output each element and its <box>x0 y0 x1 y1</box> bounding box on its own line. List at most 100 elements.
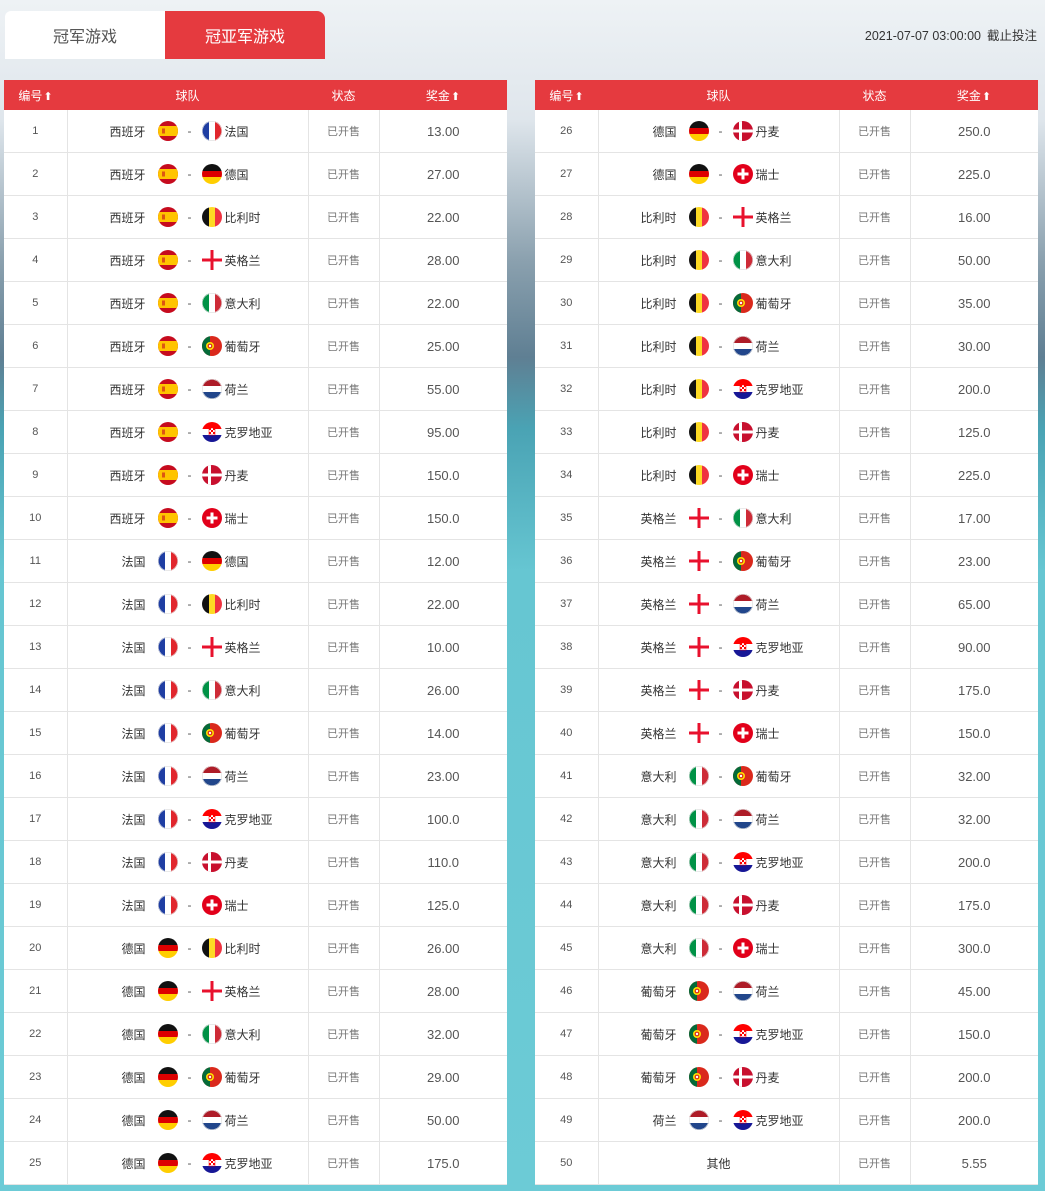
prize-odds[interactable]: 5.55 <box>910 1141 1038 1185</box>
prize-odds[interactable]: 125.0 <box>910 410 1038 454</box>
prize-odds[interactable]: 32.00 <box>379 1012 507 1056</box>
team-matchup[interactable]: 意大利 - 瑞士 <box>598 926 840 970</box>
table-row[interactable]: 21 德国 - 英格兰 已开售 28.00 <box>4 969 507 1013</box>
table-row[interactable]: 13 法国 - 英格兰 已开售 10.00 <box>4 625 507 669</box>
team-matchup[interactable]: 德国 - 意大利 <box>67 1012 309 1056</box>
table-row[interactable]: 17 法国 - 克罗地亚 已开售 100.0 <box>4 797 507 841</box>
team-matchup[interactable]: 比利时 - 意大利 <box>598 238 840 282</box>
team-matchup[interactable]: 西班牙 - 英格兰 <box>67 238 309 282</box>
team-matchup[interactable]: 意大利 - 荷兰 <box>598 797 840 841</box>
prize-odds[interactable]: 150.0 <box>379 453 507 497</box>
column-prize-header[interactable]: 奖金⬆ <box>910 80 1038 110</box>
prize-odds[interactable]: 10.00 <box>379 625 507 669</box>
table-row[interactable]: 15 法国 - 葡萄牙 已开售 14.00 <box>4 711 507 755</box>
table-row[interactable]: 10 西班牙 - 瑞士 已开售 150.0 <box>4 496 507 540</box>
sort-arrow-icon[interactable]: ⬆ <box>981 90 992 103</box>
table-row[interactable]: 3 西班牙 - 比利时 已开售 22.00 <box>4 195 507 239</box>
team-matchup[interactable]: 葡萄牙 - 丹麦 <box>598 1055 840 1099</box>
team-matchup[interactable]: 英格兰 - 丹麦 <box>598 668 840 712</box>
prize-odds[interactable]: 32.00 <box>910 754 1038 798</box>
team-matchup[interactable]: 比利时 - 瑞士 <box>598 453 840 497</box>
table-row[interactable]: 38 英格兰 - 克罗地亚 已开售 90.00 <box>535 625 1038 669</box>
team-matchup[interactable]: 英格兰 - 荷兰 <box>598 582 840 626</box>
table-row[interactable]: 27 德国 - 瑞士 已开售 225.0 <box>535 152 1038 196</box>
table-row[interactable]: 19 法国 - 瑞士 已开售 125.0 <box>4 883 507 927</box>
prize-odds[interactable]: 200.0 <box>910 1098 1038 1142</box>
prize-odds[interactable]: 300.0 <box>910 926 1038 970</box>
prize-odds[interactable]: 45.00 <box>910 969 1038 1013</box>
table-row[interactable]: 14 法国 - 意大利 已开售 26.00 <box>4 668 507 712</box>
prize-odds[interactable]: 30.00 <box>910 324 1038 368</box>
table-row[interactable]: 12 法国 - 比利时 已开售 22.00 <box>4 582 507 626</box>
team-matchup[interactable]: 西班牙 - 意大利 <box>67 281 309 325</box>
table-row[interactable]: 50 其他 已开售 5.55 <box>535 1141 1038 1185</box>
team-matchup[interactable]: 法国 - 意大利 <box>67 668 309 712</box>
table-row[interactable]: 40 英格兰 - 瑞士 已开售 150.0 <box>535 711 1038 755</box>
prize-odds[interactable]: 110.0 <box>379 840 507 884</box>
prize-odds[interactable]: 22.00 <box>379 582 507 626</box>
team-matchup[interactable]: 英格兰 - 瑞士 <box>598 711 840 755</box>
table-row[interactable]: 34 比利时 - 瑞士 已开售 225.0 <box>535 453 1038 497</box>
team-matchup[interactable]: 英格兰 - 葡萄牙 <box>598 539 840 583</box>
prize-odds[interactable]: 50.00 <box>379 1098 507 1142</box>
team-matchup[interactable]: 法国 - 荷兰 <box>67 754 309 798</box>
team-matchup[interactable]: 比利时 - 荷兰 <box>598 324 840 368</box>
table-row[interactable]: 33 比利时 - 丹麦 已开售 125.0 <box>535 410 1038 454</box>
column-number-header[interactable]: 编号⬆ <box>535 80 598 110</box>
table-row[interactable]: 6 西班牙 - 葡萄牙 已开售 25.00 <box>4 324 507 368</box>
prize-odds[interactable]: 14.00 <box>379 711 507 755</box>
prize-odds[interactable]: 150.0 <box>910 1012 1038 1056</box>
table-row[interactable]: 44 意大利 - 丹麦 已开售 175.0 <box>535 883 1038 927</box>
prize-odds[interactable]: 22.00 <box>379 195 507 239</box>
table-row[interactable]: 37 英格兰 - 荷兰 已开售 65.00 <box>535 582 1038 626</box>
prize-odds[interactable]: 95.00 <box>379 410 507 454</box>
prize-odds[interactable]: 90.00 <box>910 625 1038 669</box>
team-matchup[interactable]: 法国 - 瑞士 <box>67 883 309 927</box>
table-row[interactable]: 47 葡萄牙 - 克罗地亚 已开售 150.0 <box>535 1012 1038 1056</box>
team-matchup[interactable]: 德国 - 丹麦 <box>598 110 840 153</box>
team-matchup[interactable]: 葡萄牙 - 荷兰 <box>598 969 840 1013</box>
table-row[interactable]: 9 西班牙 - 丹麦 已开售 150.0 <box>4 453 507 497</box>
team-matchup[interactable]: 德国 - 比利时 <box>67 926 309 970</box>
prize-odds[interactable]: 225.0 <box>910 152 1038 196</box>
prize-odds[interactable]: 32.00 <box>910 797 1038 841</box>
team-matchup[interactable]: 德国 - 瑞士 <box>598 152 840 196</box>
prize-odds[interactable]: 12.00 <box>379 539 507 583</box>
team-matchup[interactable]: 西班牙 - 比利时 <box>67 195 309 239</box>
team-matchup[interactable]: 法国 - 丹麦 <box>67 840 309 884</box>
table-row[interactable]: 41 意大利 - 葡萄牙 已开售 32.00 <box>535 754 1038 798</box>
table-row[interactable]: 4 西班牙 - 英格兰 已开售 28.00 <box>4 238 507 282</box>
prize-odds[interactable]: 150.0 <box>379 496 507 540</box>
team-matchup[interactable]: 意大利 - 葡萄牙 <box>598 754 840 798</box>
table-row[interactable]: 25 德国 - 克罗地亚 已开售 175.0 <box>4 1141 507 1185</box>
prize-odds[interactable]: 150.0 <box>910 711 1038 755</box>
prize-odds[interactable]: 250.0 <box>910 110 1038 153</box>
table-row[interactable]: 8 西班牙 - 克罗地亚 已开售 95.00 <box>4 410 507 454</box>
prize-odds[interactable]: 175.0 <box>910 668 1038 712</box>
team-matchup[interactable]: 比利时 - 丹麦 <box>598 410 840 454</box>
team-matchup[interactable]: 西班牙 - 丹麦 <box>67 453 309 497</box>
prize-odds[interactable]: 175.0 <box>379 1141 507 1185</box>
table-row[interactable]: 11 法国 - 德国 已开售 12.00 <box>4 539 507 583</box>
prize-odds[interactable]: 100.0 <box>379 797 507 841</box>
table-row[interactable]: 22 德国 - 意大利 已开售 32.00 <box>4 1012 507 1056</box>
column-number-header[interactable]: 编号⬆ <box>4 80 67 110</box>
table-row[interactable]: 24 德国 - 荷兰 已开售 50.00 <box>4 1098 507 1142</box>
table-row[interactable]: 39 英格兰 - 丹麦 已开售 175.0 <box>535 668 1038 712</box>
team-matchup[interactable]: 西班牙 - 克罗地亚 <box>67 410 309 454</box>
table-row[interactable]: 18 法国 - 丹麦 已开售 110.0 <box>4 840 507 884</box>
table-row[interactable]: 36 英格兰 - 葡萄牙 已开售 23.00 <box>535 539 1038 583</box>
prize-odds[interactable]: 125.0 <box>379 883 507 927</box>
team-matchup[interactable]: 德国 - 英格兰 <box>67 969 309 1013</box>
prize-odds[interactable]: 28.00 <box>379 969 507 1013</box>
column-prize-header[interactable]: 奖金⬆ <box>379 80 507 110</box>
team-matchup[interactable]: 法国 - 英格兰 <box>67 625 309 669</box>
table-row[interactable]: 7 西班牙 - 荷兰 已开售 55.00 <box>4 367 507 411</box>
prize-odds[interactable]: 23.00 <box>910 539 1038 583</box>
prize-odds[interactable]: 200.0 <box>910 1055 1038 1099</box>
team-matchup[interactable]: 意大利 - 克罗地亚 <box>598 840 840 884</box>
table-row[interactable]: 26 德国 - 丹麦 已开售 250.0 <box>535 110 1038 153</box>
table-row[interactable]: 30 比利时 - 葡萄牙 已开售 35.00 <box>535 281 1038 325</box>
tab-runner-up-game[interactable]: 冠亚军游戏 <box>165 11 325 59</box>
prize-odds[interactable]: 200.0 <box>910 840 1038 884</box>
